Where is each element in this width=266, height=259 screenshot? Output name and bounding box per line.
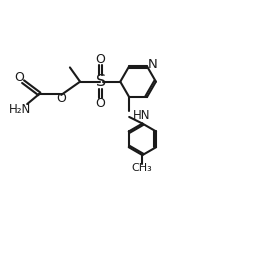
Text: O: O	[56, 92, 66, 105]
Text: N: N	[148, 58, 158, 71]
Text: S: S	[96, 74, 106, 89]
Text: O: O	[95, 53, 105, 66]
Text: CH₃: CH₃	[131, 163, 152, 173]
Text: H₂N: H₂N	[9, 103, 31, 116]
Text: O: O	[95, 97, 105, 110]
Text: HN: HN	[133, 109, 151, 122]
Text: O: O	[14, 71, 24, 84]
